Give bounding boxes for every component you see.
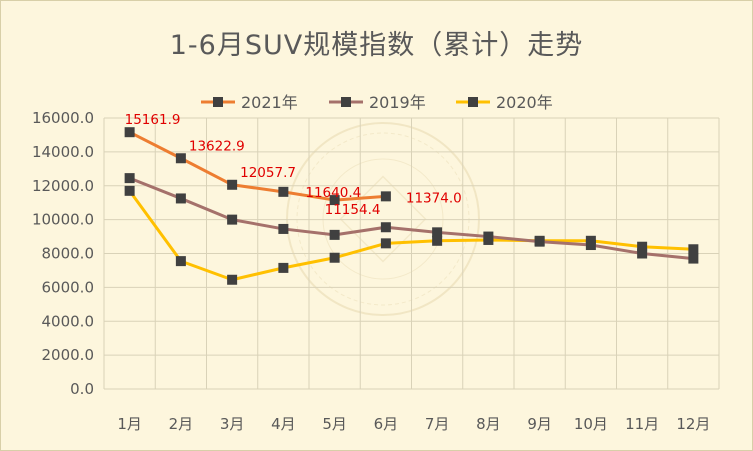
x-tick-label: 7月 [425,415,450,433]
series-line [128,189,694,282]
x-tick-label: 9月 [527,415,552,433]
chart-title: 1-6月SUV规模指数（累计）走势 [169,30,584,61]
data-point-marker [483,231,494,242]
data-label: 11374.0 [406,190,462,206]
y-tick-label: 2000.0 [42,346,95,364]
x-tick-label: 2月 [169,415,194,433]
data-point-marker [124,173,135,184]
x-tick-label: 10月 [574,415,608,433]
data-point-marker [278,186,289,197]
legend-label: 2019年 [369,93,426,112]
data-point-marker [432,227,443,238]
x-tick-label: 12月 [676,415,710,433]
data-point-marker [688,244,699,255]
x-tick-label: 3月 [220,415,245,433]
y-tick-label: 6000.0 [42,278,95,296]
data-point-marker [278,262,289,273]
data-point-marker [227,274,238,285]
data-label: 13622.9 [189,138,245,154]
x-tick-label: 5月 [322,415,347,433]
legend-swatch-marker [213,97,223,107]
y-tick-label: 0.0 [70,380,94,398]
x-tick-label: 6月 [374,415,399,433]
x-tick-label: 1月 [117,415,142,433]
data-point-marker [380,191,391,202]
data-point-marker [329,252,340,263]
data-point-marker [585,240,596,251]
data-point-marker [227,214,238,225]
data-point-marker [124,127,135,138]
data-point-marker [380,238,391,249]
y-tick-label: 10000.0 [32,211,94,229]
watermark-seal [286,122,480,316]
data-point-marker [637,241,648,252]
data-point-marker [534,236,545,247]
data-label: 12057.7 [240,165,296,181]
series-line [129,176,694,261]
legend-swatch-marker [341,97,351,107]
data-point-marker [329,195,340,206]
data-point-marker [278,223,289,234]
y-tick-label: 12000.0 [32,177,94,195]
x-tick-label: 11月 [625,415,659,433]
y-tick-label: 4000.0 [42,312,95,330]
legend-label: 2020年 [496,93,553,112]
data-point-marker [175,193,186,204]
legend-label: 2021年 [241,93,298,112]
x-tick-label: 8月 [476,415,501,433]
y-tick-label: 16000.0 [32,109,94,127]
data-point-marker [380,222,391,233]
series-line [128,130,386,202]
x-tick-label: 4月 [271,415,296,433]
data-label: 15161.9 [125,112,181,128]
data-point-marker [329,229,340,240]
legend-swatch-marker [468,97,478,107]
data-point-marker [124,185,135,196]
data-point-marker [175,256,186,267]
data-point-marker [637,248,648,259]
data-label: 11640.4 [305,185,361,201]
y-tick-label: 14000.0 [32,143,94,161]
data-point-marker [432,235,443,246]
data-point-marker [688,253,699,264]
data-label: 11154.4 [325,202,381,218]
y-tick-label: 8000.0 [42,245,95,263]
data-point-marker [175,153,186,164]
data-point-marker [227,179,238,190]
